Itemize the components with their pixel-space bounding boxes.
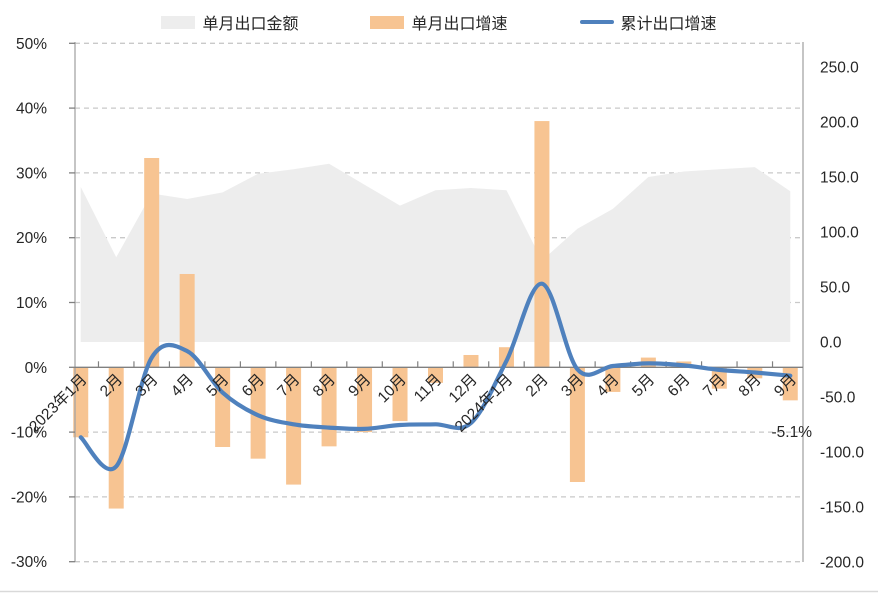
bar-4月: [605, 367, 621, 392]
bar-11月: [428, 367, 443, 383]
right-axis-tick: 250.0: [820, 60, 859, 77]
left-axis-tick: -20%: [11, 489, 47, 506]
bar-2月: [108, 367, 124, 509]
right-axis-tick: 100.0: [820, 225, 859, 242]
x-axis-label-6月: 6月: [665, 371, 694, 400]
left-axis-tick: 0%: [25, 360, 48, 377]
left-axis-tick: 30%: [16, 165, 47, 182]
left-axis-tick: 20%: [16, 230, 47, 247]
legend-label-area: 单月出口金额: [202, 16, 299, 33]
legend-item-area: 单月出口金额: [161, 10, 298, 34]
left-axis-tick: 10%: [16, 295, 47, 312]
right-axis-tick: 50.0: [820, 280, 851, 297]
right-axis-tick: 150.0: [820, 170, 859, 187]
bar-4月: [179, 273, 195, 368]
bar-2月: [534, 121, 550, 368]
bar-2023年1月: [73, 367, 89, 438]
chart-legend: 单月出口金额 单月出口增速 累计出口增速: [0, 10, 878, 34]
legend-item-bar: 单月出口增速: [370, 10, 508, 34]
right-axis-tick: 0.0: [820, 335, 842, 352]
legend-label-bar: 单月出口增速: [411, 16, 508, 33]
last-bar-data-label: -5.1%: [772, 424, 813, 441]
bar-12月: [463, 354, 479, 368]
x-axis-label-2月: 2月: [523, 371, 552, 400]
right-axis-tick: -100.0: [820, 445, 864, 462]
x-axis-label-5月: 5月: [629, 371, 658, 400]
monthly-export-amount-area: [80, 163, 791, 342]
bar-3月: [569, 367, 585, 482]
x-axis-label-4月: 4月: [168, 371, 197, 400]
right-axis-tick: -200.0: [820, 555, 864, 572]
bar-7月: [711, 367, 727, 389]
left-axis-tick: 50%: [16, 36, 47, 53]
bar-swatch-icon: [370, 15, 405, 29]
left-axis-tick: -10%: [11, 425, 47, 442]
left-axis-tick: -30%: [11, 554, 47, 571]
legend-item-line: 累计出口增速: [579, 10, 717, 34]
right-axis-tick: -50.0: [820, 390, 856, 407]
right-axis-tick: -150.0: [820, 500, 864, 517]
line-swatch-icon: [579, 20, 614, 24]
bar-10月: [392, 367, 408, 422]
left-axis-tick: 40%: [16, 101, 47, 118]
legend-label-line: 累计出口增速: [620, 16, 717, 33]
cumulative-export-growth-line: [78, 281, 793, 472]
right-axis-tick: 200.0: [820, 115, 859, 132]
bar-3月: [144, 157, 160, 368]
bar-9月: [357, 367, 373, 433]
bar-6月: [250, 367, 266, 459]
area-swatch-icon: [161, 15, 196, 29]
